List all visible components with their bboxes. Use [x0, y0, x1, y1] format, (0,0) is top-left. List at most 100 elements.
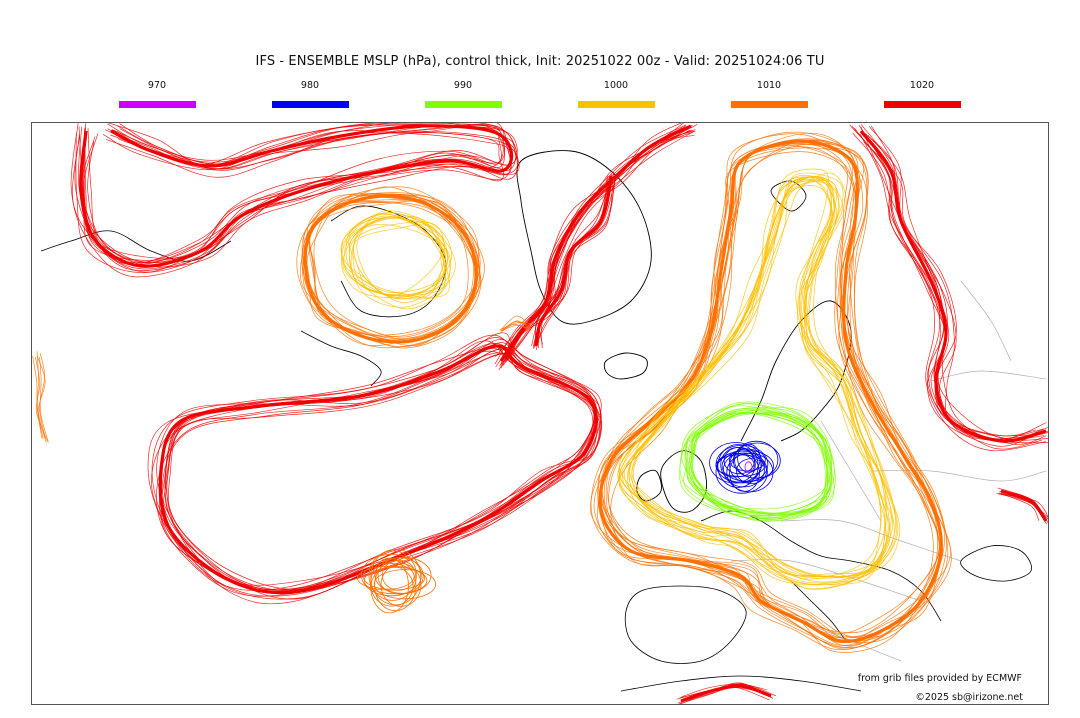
ensemble-member-isobar [726, 452, 774, 493]
ensemble-member-isobar [352, 215, 451, 296]
legend-label: 970 [147, 80, 167, 91]
legend-swatch [577, 101, 655, 108]
isobar-1010-atlantic-cell [357, 548, 436, 614]
isobar-1000-canada-core [340, 210, 456, 310]
ensemble-member-isobar [715, 445, 769, 484]
ensemble-member-isobar [159, 348, 598, 600]
map-panel [31, 122, 1049, 705]
ensemble-member-isobar [729, 448, 762, 483]
legend-swatch [118, 101, 196, 108]
ensemble-member-isobar [590, 141, 940, 650]
legend-swatch [424, 101, 502, 108]
ensemble-member-isobar [854, 128, 1045, 442]
ensemble-member-isobar [502, 124, 698, 367]
isobar-contours [32, 123, 1048, 704]
ensemble-member-isobar [356, 210, 452, 298]
legend-swatch [271, 101, 349, 108]
control-run-isobar [499, 124, 692, 362]
control-run-isobar [680, 684, 772, 703]
ensemble-member-isobar [689, 407, 832, 516]
control-run-isobar [158, 344, 598, 595]
ensemble-member-isobar [78, 123, 518, 263]
isobar-970-low-center [744, 461, 753, 473]
coast-north-africa [620, 675, 862, 692]
ensemble-member-isobar [685, 401, 828, 514]
ensemble-member-isobar [505, 130, 694, 362]
legend-label: 1020 [909, 80, 935, 91]
ensemble-member-isobar [720, 447, 756, 483]
ensemble-member-isobar [867, 135, 1048, 441]
ensemble-member-isobar [502, 129, 696, 363]
country-borders [730, 280, 1047, 662]
legend-item-1010: 1010 [730, 80, 808, 108]
coast-black-sea [960, 545, 1032, 582]
ensemble-member-isobar [498, 130, 695, 371]
ensemble-member-isobar [607, 132, 947, 637]
ensemble-member-isobar [83, 123, 511, 259]
ensemble-member-isobar [681, 683, 768, 698]
ensemble-member-isobar [370, 548, 422, 606]
ensemble-member-isobar [729, 453, 760, 492]
coast-iberia [624, 585, 747, 664]
ensemble-member-isobar [348, 212, 449, 303]
legend-label: 1000 [603, 80, 629, 91]
isobar-1020-atlantic-high [147, 332, 603, 605]
ensemble-member-isobar [849, 124, 1039, 437]
isobar-1000-europe [617, 168, 901, 590]
legend-label: 990 [453, 80, 473, 91]
isobar-1020-greenland-west [531, 172, 617, 351]
isobar-1020-mediterranean [996, 487, 1048, 525]
legend-item-1020: 1020 [883, 80, 961, 108]
ensemble-member-isobar [166, 353, 602, 600]
legend-item-990: 990 [424, 80, 502, 108]
ensemble-member-isobar [340, 213, 448, 293]
ensemble-member-isobar [601, 131, 943, 634]
isobar-1010-fragment [499, 315, 534, 334]
ensemble-member-isobar [617, 178, 886, 578]
border [960, 280, 1012, 362]
ensemble-member-isobar [370, 557, 409, 614]
control-run-isobar [303, 194, 478, 344]
ensemble-member-isobar [716, 453, 755, 478]
ensemble-member-isobar [151, 343, 595, 594]
ensemble-member-isobar [598, 146, 941, 653]
ensemble-member-isobar [590, 144, 938, 648]
coast-iceland [603, 352, 648, 380]
ensemble-member-isobar [619, 168, 882, 580]
ensemble-member-isobar [36, 355, 47, 443]
ensemble-member-isobar [679, 412, 829, 516]
ensemble-member-isobar [864, 135, 1048, 444]
control-run-isobar [1000, 489, 1048, 522]
ensemble-member-isobar [162, 342, 601, 591]
ensemble-member-isobar [83, 131, 520, 270]
legend-item-970: 970 [118, 80, 196, 108]
ensemble-member-isobar [500, 134, 695, 369]
ensemble-member-isobar [368, 550, 417, 601]
ensemble-member-isobar [361, 553, 422, 597]
legend-label: 1010 [756, 80, 782, 91]
ensemble-member-isobar [681, 403, 830, 510]
ensemble-member-isobar [72, 132, 512, 278]
control-run-isobar [859, 130, 1047, 443]
coast-british-isles [660, 450, 707, 513]
isobar-1020-eastern [849, 124, 1048, 452]
border [780, 519, 962, 562]
contour-legend: 970 980 990 1000 1010 1020 [0, 0, 1080, 115]
ensemble-member-isobar [39, 353, 46, 439]
data-source-credit: from grib files provided by ECMWF [857, 673, 1022, 684]
ensemble-member-isobar [870, 125, 1047, 441]
ensemble-member-isobar [859, 133, 1042, 450]
control-run-isobar [534, 175, 613, 347]
ensemble-member-isobar [632, 172, 901, 577]
isobar-1020-north-america [70, 123, 520, 278]
legend-item-980: 980 [271, 80, 349, 108]
ensemble-member-isobar [164, 346, 595, 594]
ensemble-member-isobar [686, 412, 836, 522]
isobar-1020-greenland-trough [494, 123, 698, 371]
isobar-map [32, 123, 1048, 704]
ensemble-member-isobar [156, 348, 596, 593]
ensemble-member-isobar [501, 321, 532, 332]
ensemble-member-isobar [629, 176, 895, 583]
ensemble-member-isobar [363, 566, 428, 595]
ensemble-member-isobar [692, 412, 833, 519]
